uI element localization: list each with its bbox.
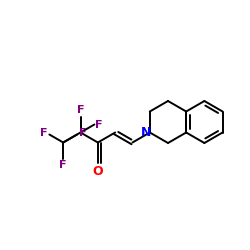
Text: O: O xyxy=(92,165,103,178)
Text: F: F xyxy=(60,160,67,170)
Text: F: F xyxy=(77,105,84,115)
Text: F: F xyxy=(40,128,48,138)
Text: F: F xyxy=(96,120,103,130)
Text: F: F xyxy=(78,128,86,138)
Text: N: N xyxy=(141,126,152,139)
